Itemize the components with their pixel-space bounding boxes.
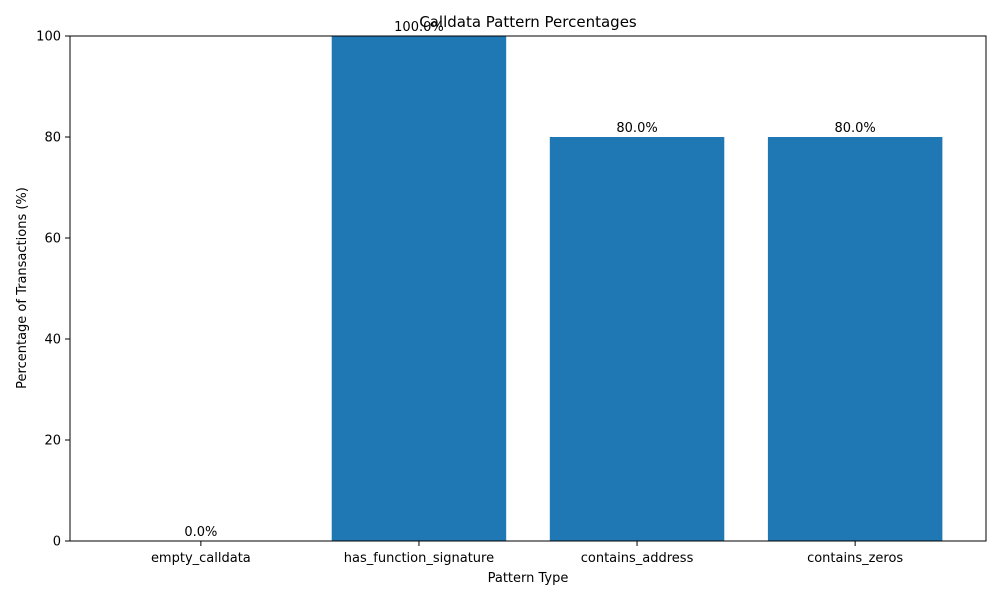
y-tick-label: 80 — [44, 131, 61, 146]
x-tick-label: has_function_signature — [344, 551, 494, 566]
chart-title: Calldata Pattern Percentages — [419, 13, 637, 31]
y-tick-label: 60 — [44, 232, 61, 247]
data-labels-group: 0.0% 100.0% 80.0% 80.0% — [184, 20, 875, 540]
x-tick-label: contains_zeros — [807, 551, 903, 566]
x-tick-label: contains_address — [581, 551, 694, 566]
plot-frame — [69, 35, 987, 542]
data-label-has_function_signature: 100.0% — [394, 20, 444, 35]
x-axis: empty_calldata has_function_signature cont… — [151, 541, 903, 566]
bar-has_function_signature — [331, 36, 507, 541]
data-label-contains_address: 80.0% — [616, 121, 657, 136]
y-axis: 0 20 40 60 80 100 — [36, 30, 70, 550]
data-label-contains_zeros: 80.0% — [834, 121, 875, 136]
bar-contains_address — [549, 137, 725, 541]
y-axis-label: Percentage of Transactions (%) — [15, 187, 30, 389]
bar-contains_zeros — [767, 137, 943, 541]
y-tick-label: 40 — [44, 333, 61, 348]
y-tick-label: 0 — [53, 535, 61, 550]
y-tick-label: 20 — [44, 434, 61, 449]
bars-group — [331, 36, 943, 541]
x-tick-label: empty_calldata — [151, 551, 251, 566]
x-axis-label: Pattern Type — [488, 571, 569, 586]
y-tick-label: 100 — [36, 30, 61, 45]
data-label-empty_calldata: 0.0% — [184, 525, 217, 540]
